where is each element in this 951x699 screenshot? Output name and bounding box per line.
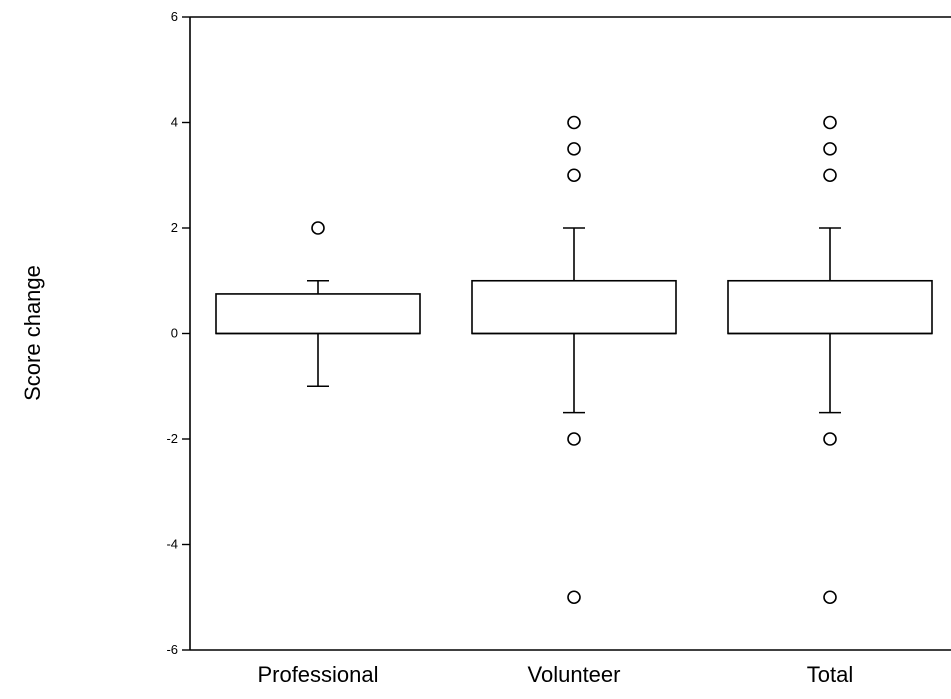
category-labels: Professional Volunteer Total [257, 662, 853, 687]
outlier-point [823, 115, 837, 130]
category-label: Professional [257, 662, 378, 687]
y-tick-label: 0 [171, 326, 178, 341]
outlier-point [311, 221, 325, 235]
y-tick-label: 4 [171, 115, 178, 130]
box-group [471, 115, 677, 605]
category-label: Volunteer [528, 662, 621, 687]
outlier-point [567, 432, 581, 446]
outlier-point [567, 168, 581, 183]
outlier-point [823, 432, 837, 446]
outlier-point [823, 590, 837, 605]
box-iqr [727, 279, 933, 335]
y-tick-label: -2 [166, 431, 178, 446]
outlier-point [823, 142, 837, 156]
boxes [215, 115, 933, 605]
box-group [215, 221, 421, 388]
category-label: Total [807, 662, 853, 687]
y-tick-label: -6 [166, 642, 178, 657]
outlier-point [567, 115, 581, 130]
y-tick-label: -4 [166, 537, 178, 552]
outlier-point [567, 142, 581, 156]
y-ticks: 6 4 2 0 -2 -4 -6 [166, 9, 190, 657]
y-tick-label: 6 [171, 9, 178, 24]
box-iqr [471, 279, 677, 335]
y-axis-label: Score change [20, 265, 45, 401]
box-group [727, 115, 933, 605]
outlier-point [823, 168, 837, 183]
box-iqr [215, 293, 421, 335]
y-tick-label: 2 [171, 220, 178, 235]
outlier-point [567, 590, 581, 605]
